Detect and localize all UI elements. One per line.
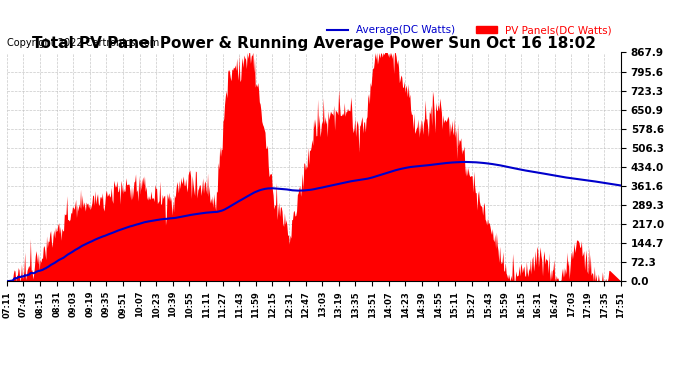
Title: Total PV Panel Power & Running Average Power Sun Oct 16 18:02: Total PV Panel Power & Running Average P… (32, 36, 596, 51)
Legend: Average(DC Watts), PV Panels(DC Watts): Average(DC Watts), PV Panels(DC Watts) (322, 21, 615, 39)
Text: Copyright 2022 Cartronics.com: Copyright 2022 Cartronics.com (7, 38, 159, 48)
